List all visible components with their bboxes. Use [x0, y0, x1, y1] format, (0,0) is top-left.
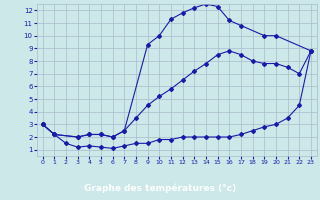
Text: Graphe des températures (°c): Graphe des températures (°c)	[84, 184, 236, 193]
